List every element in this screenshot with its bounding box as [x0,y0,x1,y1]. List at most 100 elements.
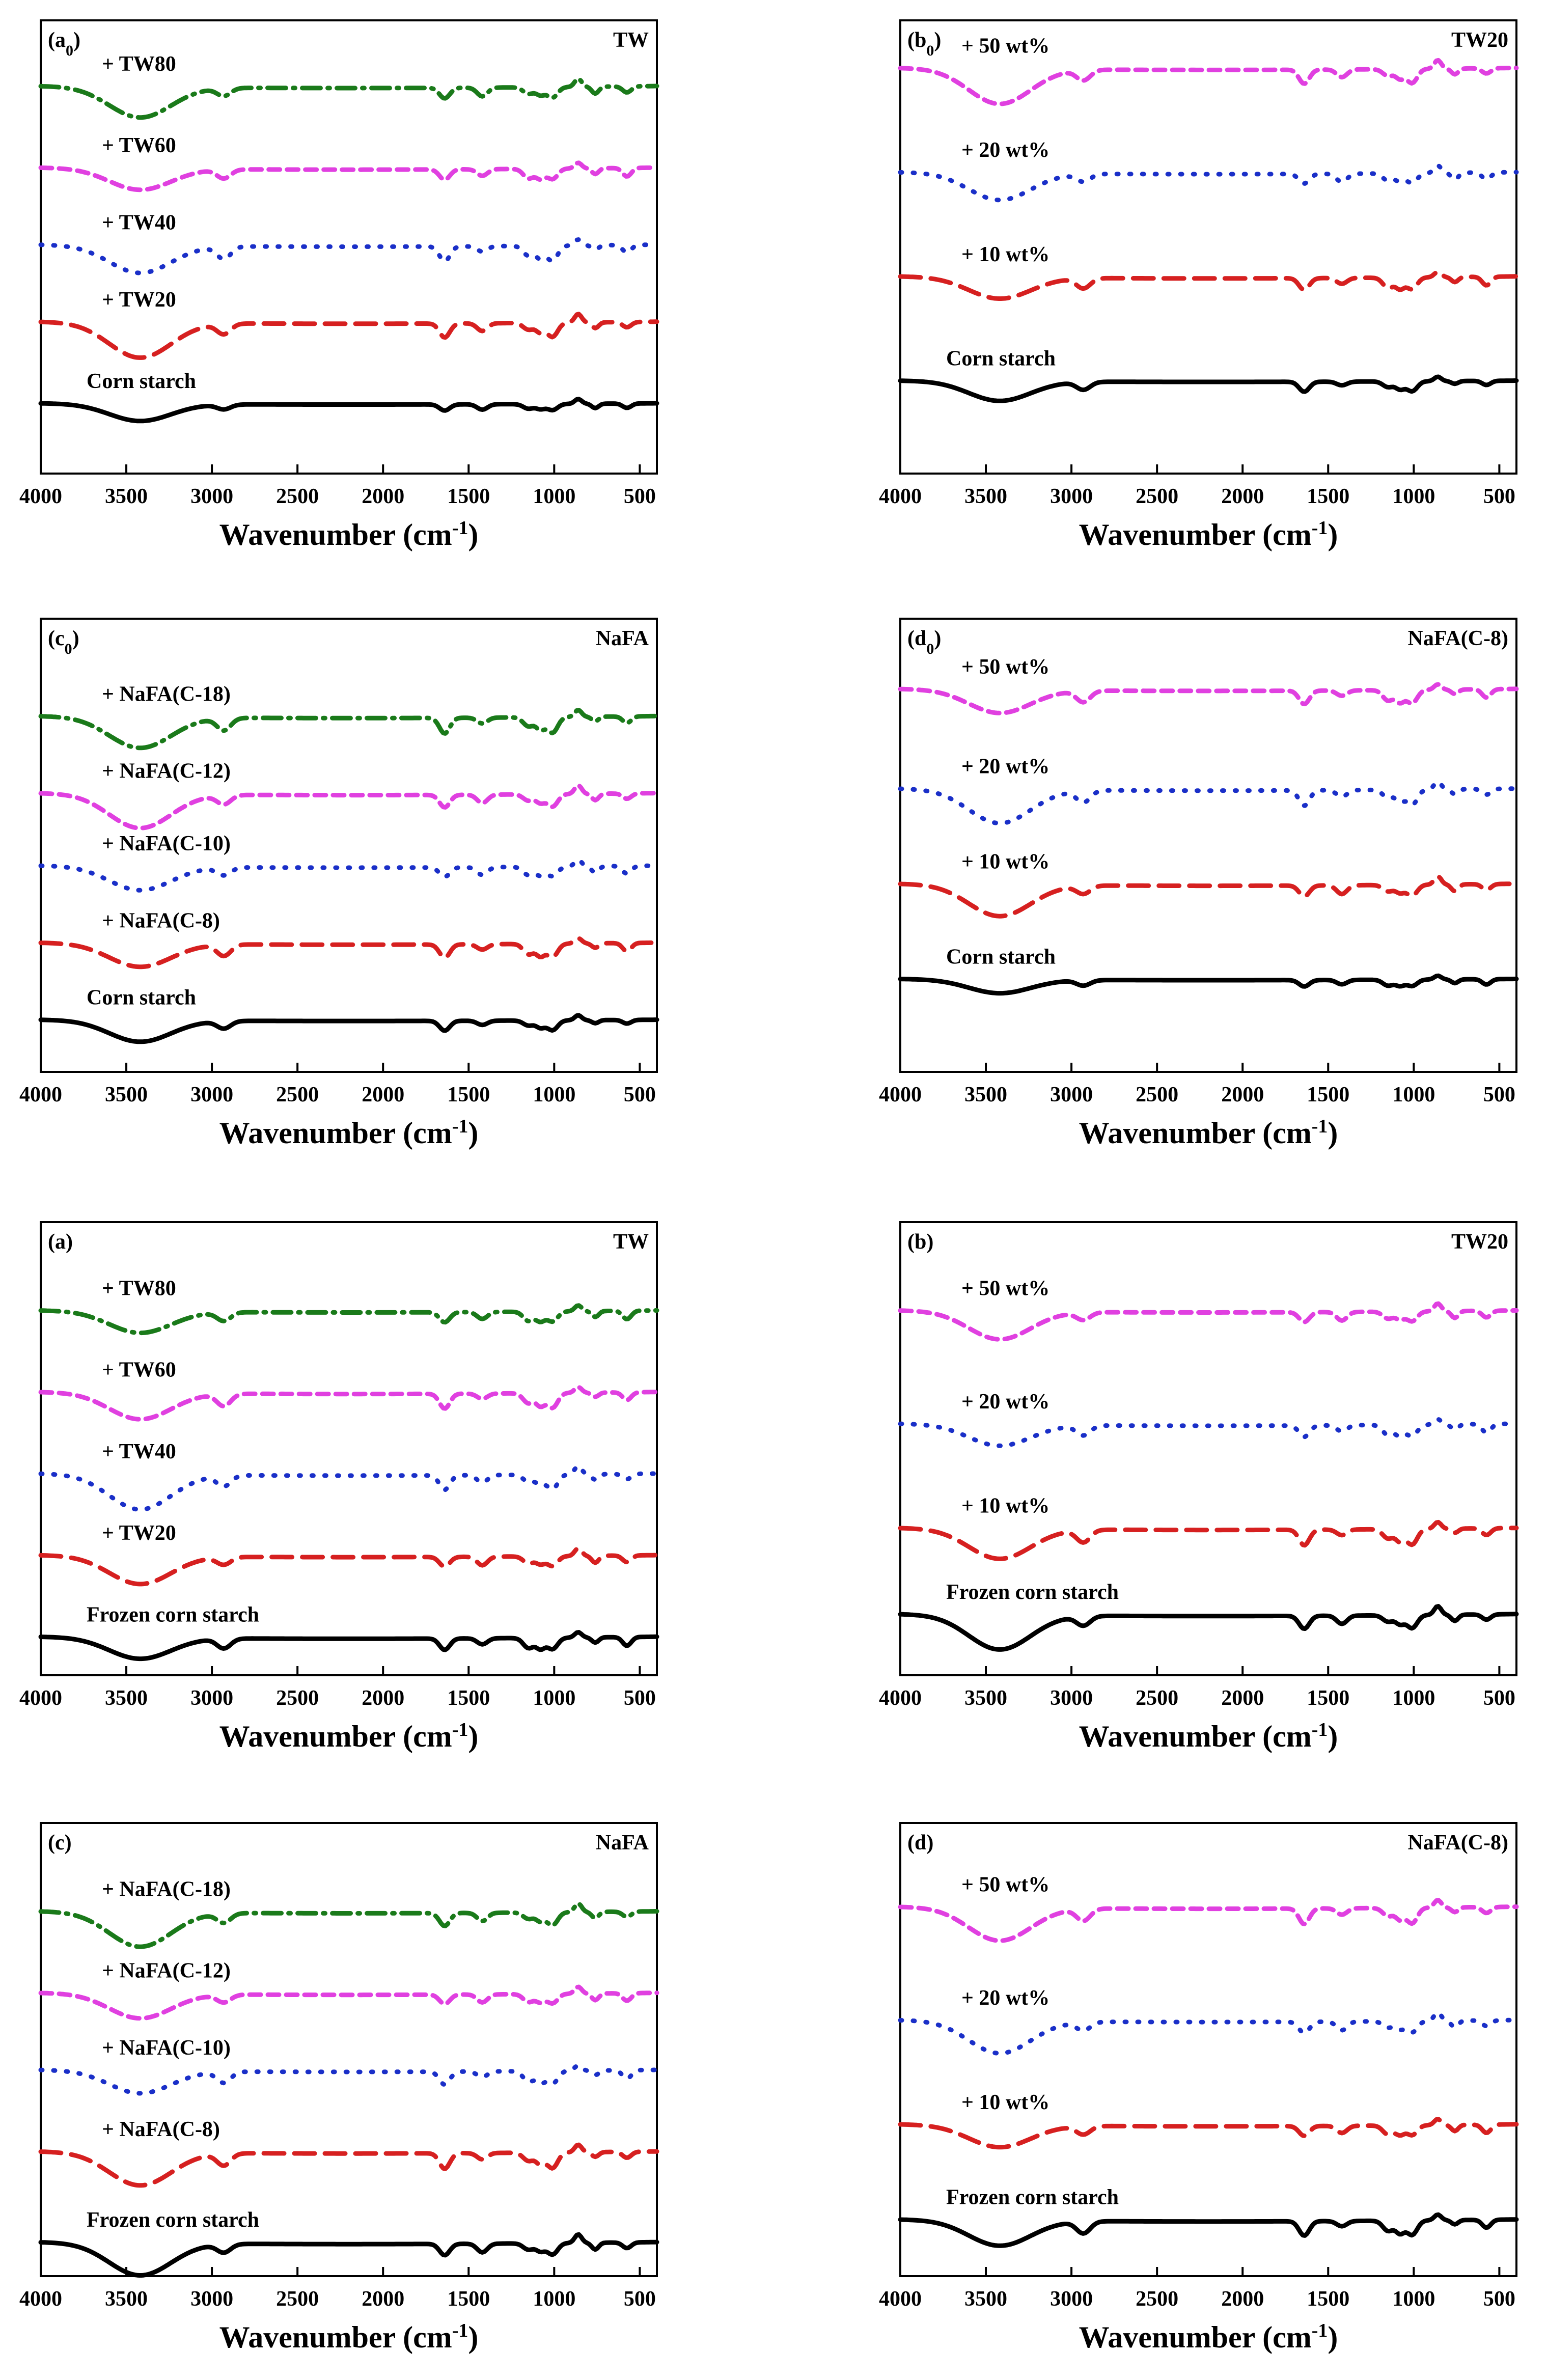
x-tick-label: 1000 [1392,1686,1435,1710]
x-tick-label: 500 [1483,2287,1515,2311]
series-label: + 10 wt% [961,850,1049,874]
series-line [38,1901,659,1949]
series-line [38,708,659,751]
x-tick-label: 500 [624,1083,656,1106]
x-tick-label: 500 [624,1686,656,1710]
panel-b0: 4000 3500 3000 2500 2000 1500 1000 500 Wavenumbe… [879,19,1519,551]
series-line [898,779,1519,826]
x-axis-label: Wavenumber (cm-1) [219,1719,479,1753]
x-tick-label: 1500 [447,2287,490,2311]
series-label: + TW40 [102,1440,176,1463]
panel-title: NaFA(C-8) [1408,1831,1509,1855]
panel-c: 4000 3500 3000 2500 2000 1500 1000 500 Wavenumbe… [19,1822,659,2354]
x-tick-label: 4000 [19,1083,62,1106]
series-label: + NaFA(C-18) [102,682,231,706]
x-tick-label: 3000 [1050,1686,1093,1710]
series-line [38,312,659,360]
series-label: + TW60 [102,1359,176,1382]
panel-d: 4000 3500 3000 2500 2000 1500 1000 500 Wavenumbe… [879,1822,1519,2354]
x-tick-label: 1000 [1392,485,1435,508]
panel-a: 4000 3500 3000 2500 2000 1500 1000 500 Wavenumbe… [19,1221,659,1753]
x-tick-label: 1500 [447,1083,490,1106]
x-tick-label: 3000 [190,2287,233,2311]
series-line [898,1898,1519,1943]
x-tick-label: 2000 [362,2287,404,2311]
x-axis-label: Wavenumber (cm-1) [219,2320,479,2354]
plot-frame [40,1221,658,1676]
x-tick-label: 3500 [105,1686,148,1710]
series-line [38,783,659,831]
panel-tag: (d0) [907,627,941,657]
x-tick-label: 3500 [105,485,148,508]
series-line [38,237,659,275]
x-tick-label: 3000 [1050,485,1093,508]
panel-title: NaFA [596,627,649,650]
x-axis-label: Wavenumber (cm-1) [1079,1116,1338,1150]
series-line [38,936,659,970]
x-tick-label: 3500 [964,2287,1007,2311]
series-label: + TW60 [102,134,176,157]
x-tick-label: 3500 [105,2287,148,2311]
x-tick-label: 3500 [964,1083,1007,1106]
x-tick-label: 2000 [362,1083,404,1106]
series-label: + TW80 [102,1277,176,1300]
series-line [38,2142,659,2188]
x-tick-label: 4000 [879,1686,922,1710]
series-label: + 20 wt% [961,755,1049,779]
x-tick-label: 4000 [879,1083,922,1106]
series-label: + 10 wt% [961,2091,1049,2114]
series-label: + TW20 [102,1521,176,1545]
x-tick-label: 1500 [1307,485,1349,508]
series-line [898,682,1519,715]
series-label: Frozen corn starch [87,2208,259,2232]
series-label: + NaFA(C-10) [102,832,231,855]
x-axis-label: Wavenumber (cm-1) [1079,1719,1338,1753]
series-label: + NaFA(C-18) [102,1878,231,1901]
plot-frame [899,1221,1517,1676]
x-tick-label: 3500 [964,485,1007,508]
x-axis-label: Wavenumber (cm-1) [1079,2320,1338,2354]
x-tick-label: 3000 [190,1083,233,1106]
series-line [38,1984,659,2021]
panel-d0: 4000 3500 3000 2500 2000 1500 1000 500 Wavenumbe… [879,618,1519,1150]
x-tick-label: 2000 [1221,485,1264,508]
series-label: + 10 wt% [961,243,1049,266]
x-tick-label: 1500 [447,485,490,508]
series-label: Corn starch [87,370,196,393]
x-tick-label: 1500 [1307,1686,1349,1710]
series-label: + NaFA(C-12) [102,760,231,783]
plot-frame [40,1822,658,2277]
series-line [38,160,659,192]
series-line [898,374,1519,403]
series-label: + 20 wt% [961,139,1049,162]
x-tick-label: 2500 [1136,1083,1178,1106]
x-tick-label: 2500 [1136,2287,1178,2311]
series-line [898,2010,1519,2056]
series-label: + 20 wt% [961,1986,1049,2010]
x-tick-label: 3000 [1050,2287,1093,2311]
x-tick-label: 3000 [190,485,233,508]
panel-tag: (b) [907,1230,933,1254]
panel-tag: (b0) [907,29,941,59]
series-line [38,1303,659,1336]
panel-title: NaFA [596,1831,649,1855]
x-tick-label: 1500 [1307,2287,1349,2311]
series-label: Corn starch [87,986,196,1010]
panel-tag: (c) [48,1831,72,1855]
x-tick-label: 2000 [362,1686,404,1710]
x-tick-label: 1500 [447,1686,490,1710]
x-tick-label: 500 [624,2287,656,2311]
x-tick-label: 1500 [1307,1083,1349,1106]
series-label: Corn starch [946,347,1056,371]
series-line [38,1013,659,1044]
series-label: Frozen corn starch [946,2186,1119,2209]
series-label: + 20 wt% [961,1390,1049,1414]
series-line [898,1417,1519,1448]
series-line [898,58,1519,106]
x-tick-label: 2500 [1136,485,1178,508]
x-tick-label: 3500 [105,1083,148,1106]
x-tick-label: 1000 [533,485,575,508]
plot-frame [40,618,658,1073]
panel-title: TW20 [1451,1230,1508,1254]
